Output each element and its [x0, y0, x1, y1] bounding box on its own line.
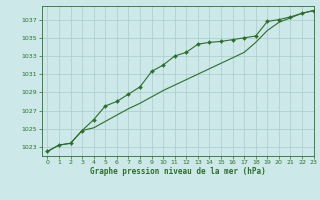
X-axis label: Graphe pression niveau de la mer (hPa): Graphe pression niveau de la mer (hPa) — [90, 167, 266, 176]
